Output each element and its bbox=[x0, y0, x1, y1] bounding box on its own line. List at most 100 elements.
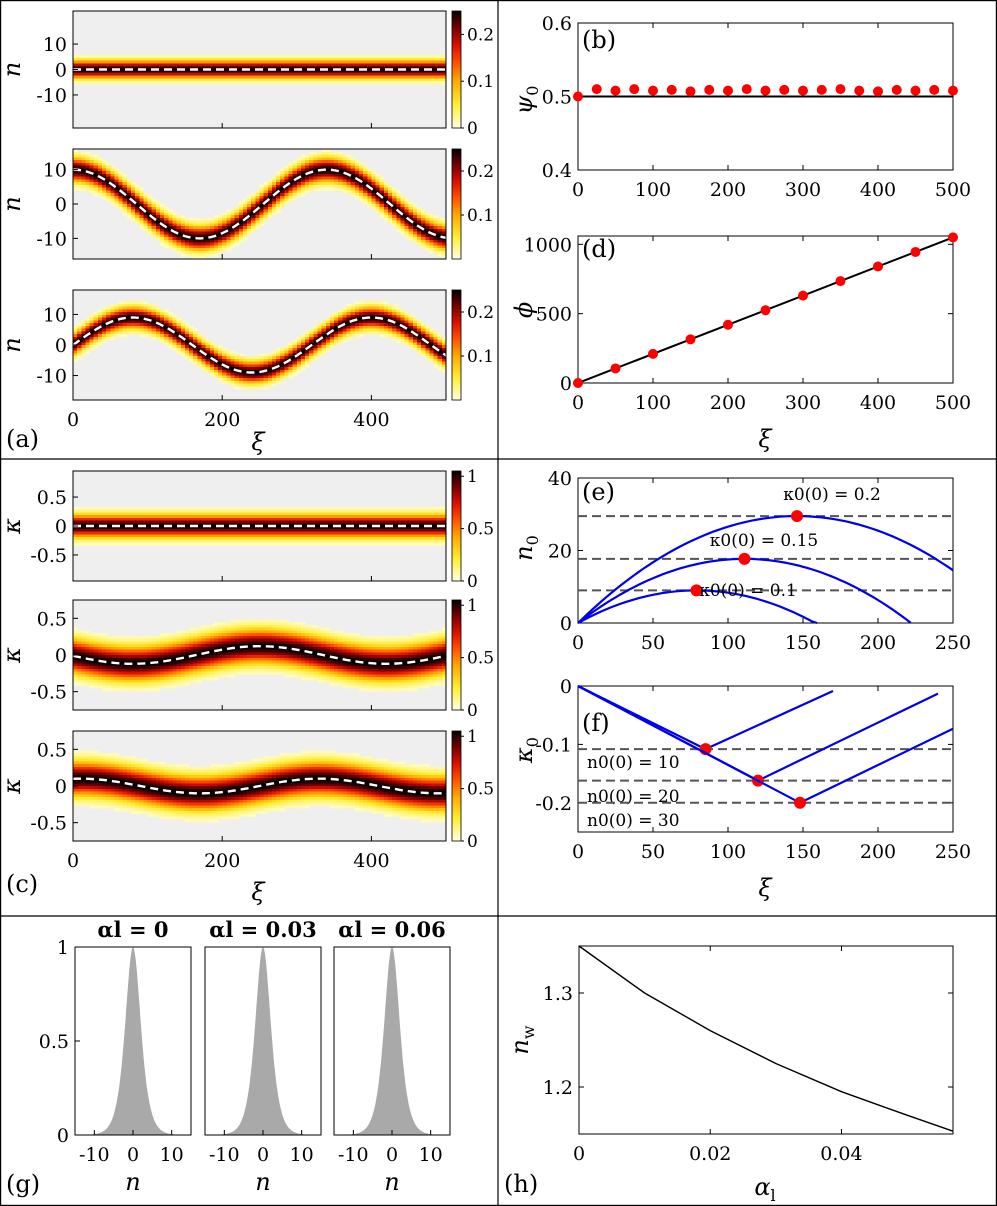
heatmap-cell bbox=[259, 184, 265, 189]
ylabel-b: ψ0 bbox=[510, 85, 542, 114]
heatmap-cell bbox=[305, 353, 310, 357]
heatmap-cell bbox=[143, 314, 149, 319]
heatmap-cell bbox=[77, 674, 82, 678]
heatmap-cell bbox=[110, 176, 116, 180]
heatmap-cell bbox=[288, 347, 294, 352]
heatmap-cell bbox=[267, 539, 273, 544]
heatmap-cell bbox=[354, 328, 360, 332]
heatmap-cell bbox=[375, 57, 381, 62]
heatmap-cell bbox=[176, 542, 182, 546]
heatmap-cell bbox=[189, 358, 194, 363]
heatmap-cell bbox=[110, 317, 116, 321]
heatmap-cell bbox=[247, 512, 252, 516]
heatmap-cell bbox=[284, 165, 290, 169]
data-point bbox=[891, 84, 902, 95]
heatmap-cell bbox=[404, 312, 410, 316]
heatmap-cell bbox=[77, 347, 82, 352]
heatmap-cell bbox=[122, 517, 128, 522]
heatmap-cell bbox=[189, 245, 194, 249]
heatmap-cell bbox=[371, 528, 377, 533]
heatmap-cell bbox=[110, 509, 116, 513]
heatmap-cell bbox=[234, 206, 240, 211]
heatmap-cell bbox=[226, 539, 232, 544]
heatmap-cell bbox=[97, 682, 103, 686]
heatmap-cell bbox=[317, 339, 323, 343]
heatmap-cell bbox=[292, 168, 298, 172]
heatmap-cell bbox=[383, 309, 389, 313]
heatmap-cell bbox=[226, 239, 232, 244]
heatmap-cell bbox=[379, 182, 385, 186]
heatmap-cell bbox=[242, 78, 248, 82]
heatmap-cell bbox=[189, 356, 194, 360]
heatmap-cell bbox=[135, 534, 140, 538]
heatmap-cell bbox=[81, 517, 87, 522]
heatmap-cell bbox=[160, 206, 165, 211]
heatmap-cell bbox=[412, 209, 418, 213]
heatmap-cell bbox=[342, 515, 348, 519]
heatmap-cell bbox=[396, 509, 402, 513]
heatmap-cell bbox=[122, 309, 128, 313]
heatmap-cell bbox=[392, 204, 397, 208]
heatmap-cell bbox=[135, 75, 140, 79]
heatmap-cell bbox=[131, 303, 136, 308]
heatmap-cell bbox=[242, 515, 248, 519]
heatmap-cell bbox=[317, 184, 323, 189]
heatmap-cell bbox=[276, 63, 281, 68]
heatmap-cell bbox=[143, 509, 149, 513]
heatmap-cell bbox=[334, 63, 339, 68]
heatmap-cell bbox=[375, 515, 381, 519]
heatmap-cell bbox=[342, 187, 348, 191]
heatmap-cell bbox=[387, 75, 393, 79]
heatmap-cell bbox=[189, 512, 194, 516]
heatmap-cell bbox=[102, 312, 107, 316]
heatmap-cell bbox=[338, 184, 343, 189]
heatmap-cell bbox=[77, 171, 82, 175]
heatmap-cell bbox=[89, 512, 95, 516]
heatmap-cell bbox=[143, 212, 149, 216]
heatmap-cell bbox=[114, 204, 120, 208]
heatmap-cell bbox=[131, 66, 136, 71]
heatmap-cell bbox=[176, 325, 182, 330]
heatmap-cell bbox=[97, 63, 103, 68]
heatmap-cell bbox=[400, 206, 406, 211]
heatmap-cell bbox=[102, 537, 107, 541]
heatmap-cell bbox=[122, 515, 128, 519]
heatmap-cell bbox=[305, 63, 310, 68]
heatmap-cell bbox=[118, 526, 124, 530]
heatmap-cell bbox=[135, 331, 140, 335]
heatmap-cell bbox=[375, 179, 381, 183]
heatmap-cell bbox=[218, 375, 223, 379]
heatmap-cell bbox=[392, 303, 397, 308]
heatmap-cell bbox=[135, 306, 140, 310]
heatmap-cell bbox=[379, 57, 385, 62]
heatmap-cell bbox=[305, 358, 310, 363]
heatmap-cell bbox=[222, 517, 227, 522]
heatmap-cell bbox=[89, 537, 95, 541]
heatmap-cell bbox=[106, 54, 111, 59]
heatmap-cell bbox=[155, 217, 161, 222]
heatmap-cell bbox=[334, 78, 339, 82]
heatmap-cell bbox=[305, 54, 310, 59]
heatmap-cell bbox=[126, 534, 132, 538]
heatmap-cell bbox=[441, 253, 447, 257]
heatmap-cell bbox=[89, 162, 95, 167]
heatmap-cell bbox=[114, 677, 120, 681]
heatmap-cell bbox=[346, 309, 352, 313]
heatmap-cell bbox=[296, 526, 302, 530]
heatmap-cell bbox=[131, 542, 136, 546]
heatmap-cell bbox=[168, 217, 174, 222]
heatmap-cell bbox=[93, 517, 99, 522]
heatmap-cell bbox=[280, 539, 285, 544]
heatmap-cell bbox=[425, 345, 431, 349]
heatmap-cell bbox=[110, 193, 116, 197]
heatmap-cell bbox=[135, 531, 140, 535]
heatmap-cell bbox=[317, 81, 323, 85]
heatmap-cell bbox=[329, 63, 335, 68]
heatmap-cell bbox=[259, 206, 265, 211]
heatmap-cell bbox=[346, 306, 352, 310]
heatmap-cell bbox=[189, 350, 194, 354]
heatmap-cell bbox=[218, 69, 223, 74]
heatmap-cell bbox=[404, 336, 410, 341]
heatmap-cell bbox=[346, 157, 352, 161]
